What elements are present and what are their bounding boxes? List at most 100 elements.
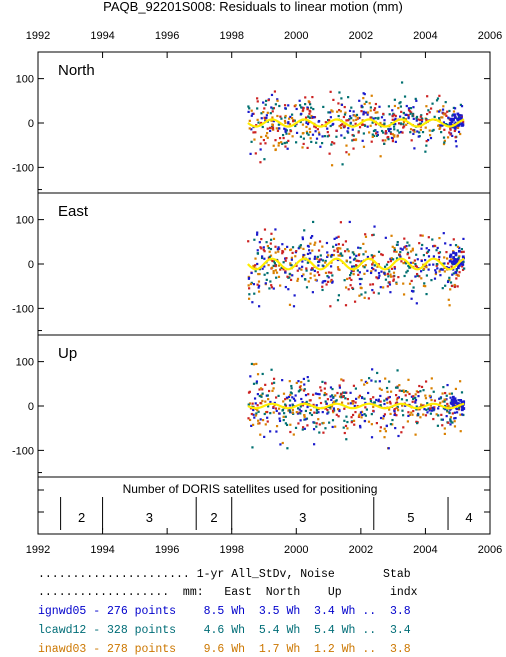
data-point — [259, 387, 263, 390]
data-point — [256, 249, 259, 252]
data-point — [250, 424, 253, 427]
data-point — [419, 118, 422, 122]
data-point — [281, 243, 284, 246]
data-point — [336, 110, 339, 113]
data-point — [439, 274, 442, 277]
data-point — [388, 395, 391, 399]
data-point — [288, 399, 292, 402]
data-point — [331, 274, 334, 277]
data-point — [414, 393, 417, 396]
data-point — [373, 401, 377, 404]
data-point — [461, 263, 465, 266]
data-point — [361, 396, 364, 400]
data-point — [332, 245, 335, 248]
satellite-count-4: 5 — [407, 510, 414, 525]
data-point — [267, 264, 270, 267]
data-point — [450, 265, 453, 268]
data-point — [428, 129, 431, 132]
data-point — [452, 268, 455, 271]
data-point — [365, 408, 368, 411]
data-point — [260, 256, 264, 260]
data-point — [407, 414, 410, 418]
data-point — [420, 385, 424, 389]
data-point — [440, 418, 443, 421]
data-point — [415, 265, 418, 268]
data-point — [328, 119, 331, 122]
data-point — [280, 266, 283, 270]
data-point — [360, 104, 363, 107]
data-point — [448, 304, 451, 307]
data-point — [396, 241, 399, 244]
data-point — [329, 305, 332, 308]
data-point — [369, 124, 372, 127]
data-point — [413, 259, 416, 262]
data-point — [372, 134, 376, 138]
data-point — [289, 423, 292, 426]
data-point — [333, 249, 336, 252]
data-point — [377, 292, 380, 295]
data-point — [332, 122, 335, 126]
data-point — [459, 261, 463, 264]
data-point — [378, 274, 381, 277]
data-point — [361, 123, 364, 126]
data-point — [298, 386, 302, 389]
data-point — [357, 414, 361, 417]
data-point — [421, 243, 424, 247]
data-point — [360, 110, 363, 113]
data-point — [372, 409, 375, 413]
data-point — [313, 255, 317, 258]
data-point — [256, 404, 259, 407]
data-point — [388, 281, 391, 284]
data-point — [325, 393, 328, 396]
data-point — [281, 379, 284, 382]
data-point — [305, 125, 308, 129]
data-point — [379, 429, 382, 433]
data-point — [315, 404, 318, 407]
data-point — [295, 250, 298, 253]
data-point — [457, 256, 460, 259]
data-point — [415, 115, 419, 119]
data-point — [291, 135, 294, 138]
data-point — [348, 220, 351, 224]
data-point — [432, 390, 435, 393]
stats-row-lcawd12: lcawd12 - 328 points 4.6 Wh 5.4 Wh 5.4 W… — [38, 624, 411, 637]
data-point — [452, 110, 456, 113]
data-point — [348, 277, 351, 280]
data-point — [288, 380, 291, 383]
data-point — [432, 263, 435, 266]
data-point — [443, 141, 446, 144]
data-point — [301, 109, 305, 112]
data-point — [398, 384, 401, 387]
data-point — [272, 271, 275, 275]
data-point — [255, 382, 258, 385]
data-point — [371, 263, 374, 266]
data-point — [303, 414, 306, 417]
data-point — [393, 409, 396, 412]
data-point — [430, 279, 433, 282]
data-point — [289, 430, 292, 434]
data-point — [460, 105, 464, 108]
data-point — [313, 411, 316, 414]
top-tick-label-2002: 2002 — [349, 30, 373, 42]
data-point — [363, 102, 366, 106]
data-point — [338, 409, 341, 413]
data-point — [393, 248, 397, 251]
data-point — [266, 420, 269, 423]
data-point — [393, 412, 397, 415]
data-point — [264, 99, 268, 103]
data-point — [309, 137, 312, 140]
data-point — [311, 133, 315, 136]
data-point — [299, 385, 302, 388]
data-point — [427, 138, 430, 142]
bottom-tick-label-2000: 2000 — [284, 544, 308, 556]
data-point — [271, 123, 274, 126]
data-point — [264, 383, 267, 386]
data-point — [421, 131, 425, 134]
data-point — [415, 390, 418, 393]
data-point — [308, 121, 311, 124]
data-point — [379, 121, 382, 125]
data-point — [410, 289, 414, 293]
data-point — [369, 271, 373, 275]
data-point — [262, 110, 265, 114]
data-point — [444, 101, 447, 104]
